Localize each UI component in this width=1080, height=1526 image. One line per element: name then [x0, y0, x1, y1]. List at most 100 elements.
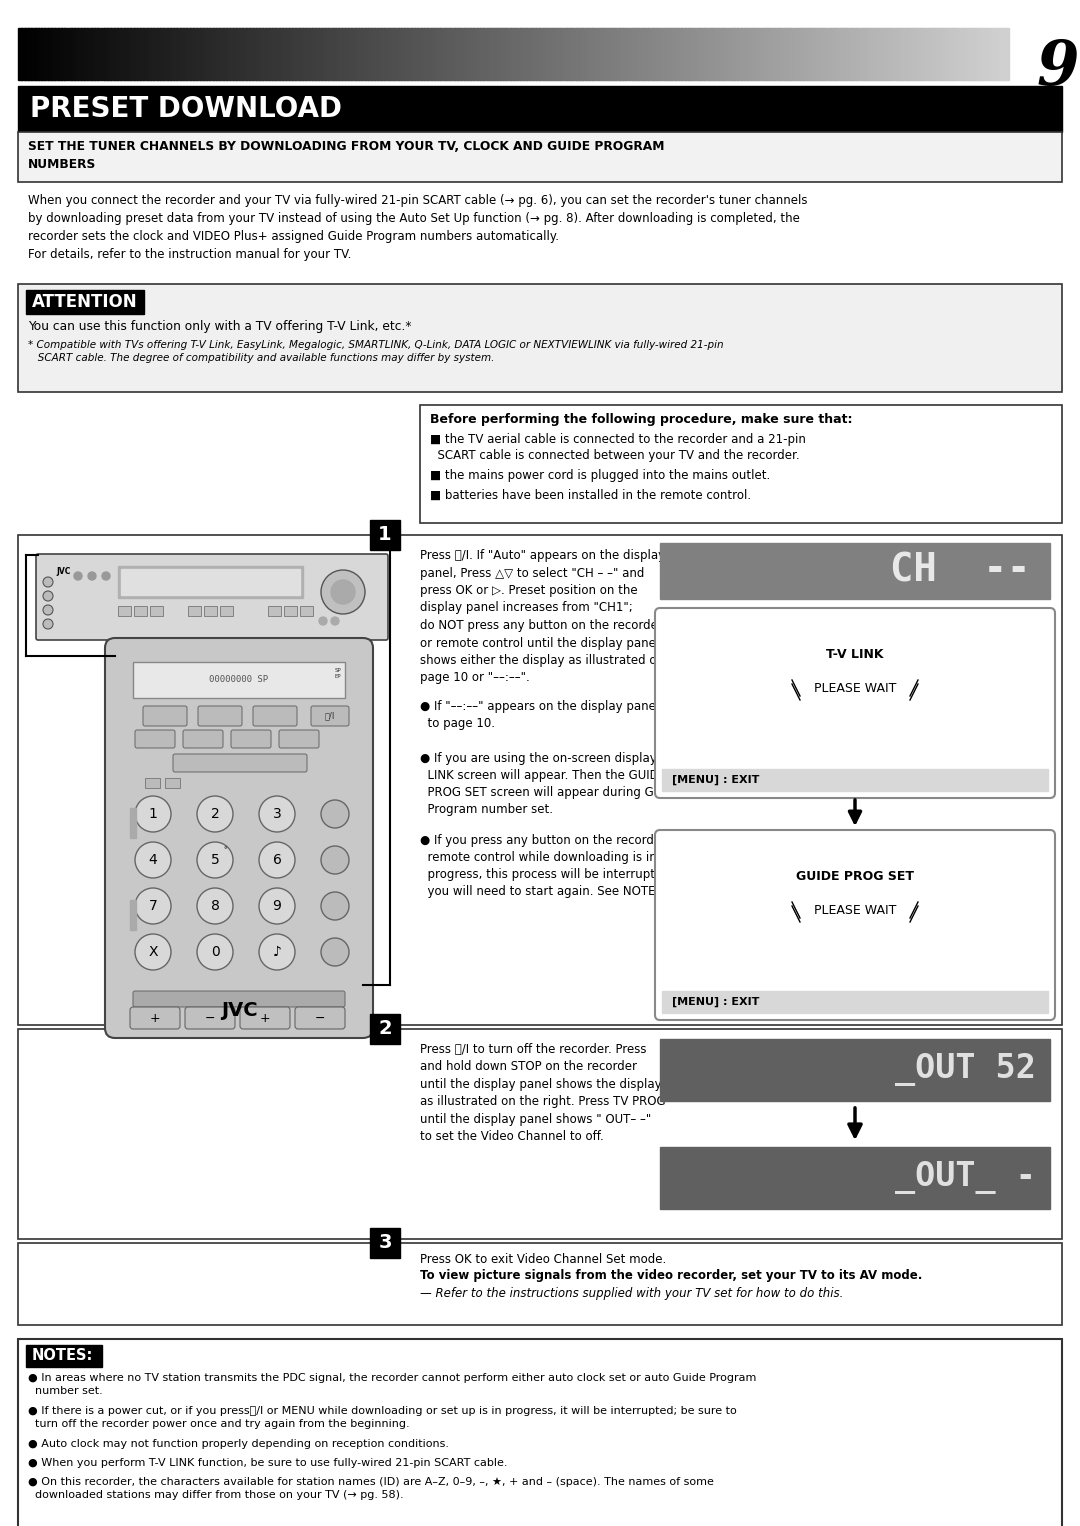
Bar [648, 27, 652, 79]
Bar [744, 27, 748, 79]
Bar [738, 27, 742, 79]
Text: 5: 5 [211, 853, 219, 867]
Bar [651, 27, 656, 79]
Bar [75, 27, 79, 79]
Bar [150, 606, 163, 617]
Text: GUIDE PROG SET: GUIDE PROG SET [796, 870, 914, 884]
Bar [688, 27, 692, 79]
Bar [266, 27, 270, 79]
FancyBboxPatch shape [185, 1007, 235, 1029]
Bar [87, 27, 92, 79]
Bar [35, 27, 39, 79]
Bar [235, 27, 240, 79]
Bar [417, 27, 421, 79]
Bar [127, 27, 131, 79]
Bar [791, 27, 795, 79]
Bar [140, 27, 145, 79]
Bar [357, 27, 362, 79]
Bar [44, 27, 49, 79]
Bar [269, 27, 273, 79]
Circle shape [259, 888, 295, 925]
Bar [26, 290, 144, 314]
FancyBboxPatch shape [36, 554, 388, 639]
Bar [751, 27, 755, 79]
FancyBboxPatch shape [231, 729, 271, 748]
Bar [322, 27, 326, 79]
Bar [500, 27, 504, 79]
Text: T-V LINK: T-V LINK [826, 649, 883, 661]
Bar [312, 27, 316, 79]
Bar [592, 27, 596, 79]
FancyBboxPatch shape [130, 1007, 180, 1029]
Text: ● In areas where no TV station transmits the PDC signal, the recorder cannot per: ● In areas where no TV station transmits… [28, 1373, 756, 1396]
Text: 7: 7 [149, 899, 158, 913]
Bar [428, 27, 432, 79]
Bar [239, 27, 243, 79]
Bar [434, 27, 438, 79]
Text: ● If you press any button on the recorder or
  remote control while downloading : ● If you press any button on the recorde… [420, 835, 704, 897]
Bar [487, 27, 491, 79]
Bar [494, 27, 498, 79]
Bar [694, 27, 699, 79]
Bar [370, 520, 400, 549]
Bar [843, 27, 848, 79]
Circle shape [321, 845, 349, 874]
Bar [444, 27, 448, 79]
Bar [536, 27, 540, 79]
Bar [31, 27, 36, 79]
Bar [470, 27, 474, 79]
Bar [629, 27, 633, 79]
Bar [410, 27, 415, 79]
Bar [305, 27, 309, 79]
Text: °: ° [222, 847, 227, 853]
Bar [262, 27, 267, 79]
Bar [638, 27, 643, 79]
Bar [935, 27, 940, 79]
Bar [253, 27, 257, 79]
Bar [995, 27, 999, 79]
Bar [836, 27, 840, 79]
Bar [754, 27, 758, 79]
Text: 2: 2 [378, 1019, 392, 1039]
Bar [381, 27, 386, 79]
Bar [503, 27, 508, 79]
Text: ● On this recorder, the characters available for station names (ID) are A–Z, 0–9: ● On this recorder, the characters avail… [28, 1477, 714, 1500]
Bar [467, 27, 471, 79]
Bar [747, 27, 752, 79]
Bar [232, 27, 237, 79]
Bar [166, 27, 171, 79]
Text: 9: 9 [272, 899, 282, 913]
Bar [833, 27, 837, 79]
Bar [163, 27, 167, 79]
Bar [622, 27, 626, 79]
Bar [906, 27, 910, 79]
Bar [959, 27, 962, 79]
Bar [60, 27, 65, 79]
Bar [662, 769, 1048, 790]
Text: ■ the mains power cord is plugged into the mains outlet.: ■ the mains power cord is plugged into t… [430, 468, 770, 482]
Bar [820, 27, 824, 79]
Bar [572, 27, 577, 79]
Bar [272, 27, 276, 79]
Text: [MENU] : EXIT: [MENU] : EXIT [672, 996, 759, 1007]
Bar [932, 27, 936, 79]
Bar [292, 27, 296, 79]
FancyBboxPatch shape [654, 607, 1055, 798]
Bar [685, 27, 689, 79]
Bar [394, 27, 399, 79]
Bar [945, 27, 949, 79]
Bar [787, 27, 792, 79]
Bar [635, 27, 639, 79]
Bar [823, 27, 827, 79]
Bar [279, 27, 283, 79]
Bar [1004, 27, 1009, 79]
Bar [170, 27, 174, 79]
Bar [315, 27, 320, 79]
Bar [28, 27, 32, 79]
Bar [642, 27, 646, 79]
Bar [523, 27, 527, 79]
Bar [176, 27, 180, 79]
FancyBboxPatch shape [135, 729, 175, 748]
Bar [929, 27, 933, 79]
Bar [282, 27, 286, 79]
